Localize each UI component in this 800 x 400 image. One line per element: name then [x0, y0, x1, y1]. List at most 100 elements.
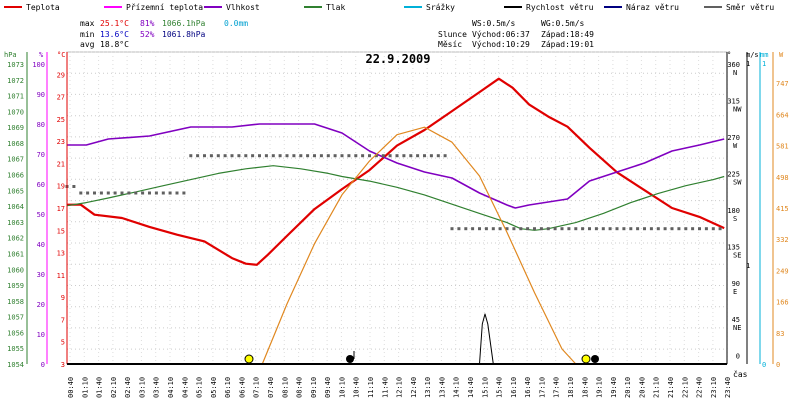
wind-dir-point — [519, 227, 523, 231]
hpa-tick-label: 1054 — [7, 361, 24, 369]
legend-label-0: Teplota — [26, 3, 60, 12]
wind-dir-point — [526, 227, 530, 231]
x-tick-label: 03:10 — [138, 377, 146, 398]
dir-tick-label: 315 — [727, 97, 740, 105]
axes-layer: 1073107210711070106910681067106610651064… — [7, 52, 789, 398]
temp-tick-label: 23 — [57, 138, 65, 146]
wind-dir-point — [237, 154, 241, 158]
x-tick-label: 07:10 — [253, 377, 261, 398]
wind-dir-point — [560, 227, 564, 231]
wind-dir-point — [416, 154, 420, 158]
series-line-5 — [261, 126, 577, 365]
wind-dir-point — [340, 154, 344, 158]
wind-dir-point — [622, 227, 626, 231]
x-tick-label: 20:10 — [624, 377, 632, 398]
wind-dir-point — [643, 227, 646, 231]
series-line-1 — [67, 123, 725, 209]
x-tick-label: 06:40 — [238, 377, 246, 398]
wind-dir-point — [141, 191, 145, 195]
wind-dir-point — [189, 154, 193, 158]
legend-label-1: Přízemní teplota — [126, 3, 203, 12]
wind-dir-point — [546, 227, 550, 231]
wind-dir-point — [258, 154, 261, 158]
wind-dir-point — [684, 227, 688, 231]
wind-dir-point — [79, 191, 83, 195]
legend: Teplota Přízemní teplota Vlhkost Tlak Srážky… — [4, 3, 774, 12]
wind-dir-point — [711, 227, 715, 231]
pct-tick-label: 40 — [37, 241, 45, 249]
wind-dir-point — [409, 154, 413, 158]
w-tick-label: 415 — [776, 205, 789, 213]
wind-dir-point — [106, 191, 110, 195]
pct-tick-label: 100 — [32, 61, 45, 69]
temp-axis-unit: °C — [57, 51, 65, 59]
x-tick-label: 20:40 — [638, 377, 646, 398]
wind-dir-point — [161, 191, 165, 195]
w-tick-label: 166 — [776, 299, 789, 307]
x-tick-label: 09:40 — [324, 377, 332, 398]
w-tick-label: 664 — [776, 111, 789, 119]
dir-compass-label: W — [733, 142, 738, 150]
wind-dir-point — [93, 191, 96, 195]
x-tick-label: 16:10 — [510, 377, 518, 398]
wind-dir-point — [285, 154, 289, 158]
wind-dir-point — [299, 154, 303, 158]
wind-dir-point — [175, 191, 179, 195]
x-tick-label: 11:40 — [381, 377, 389, 398]
pct-tick-label: 20 — [37, 301, 45, 309]
temp-tick-label: 27 — [57, 94, 65, 102]
wind-dir-point — [251, 154, 255, 158]
wind-dir-point — [203, 154, 206, 158]
x-axis-label: čas — [733, 369, 748, 379]
x-tick-label: 02:40 — [124, 377, 132, 398]
wind-dir-point — [608, 227, 612, 231]
wind-dir-point — [313, 154, 316, 158]
hpa-tick-label: 1060 — [7, 266, 24, 274]
sun-rise: Východ:06:37 — [472, 30, 530, 39]
wind-dir-point — [505, 227, 509, 231]
wind-dir-point — [134, 191, 138, 195]
hpa-tick-label: 1056 — [7, 329, 24, 337]
wind-dir-point — [209, 154, 213, 158]
x-tick-label: 07:40 — [267, 377, 275, 398]
wind-dir-point — [588, 227, 591, 231]
x-tick-label: 17:10 — [538, 377, 546, 398]
x-tick-label: 19:40 — [610, 377, 618, 398]
sun-set: Západ:18:49 — [541, 30, 594, 39]
wind-dir-point — [244, 154, 248, 158]
w-tick-label: 747 — [776, 80, 789, 88]
dir-axis-unit: ° — [727, 51, 731, 59]
w-tick-label: 498 — [776, 174, 789, 182]
stats-avg-label: avg — [80, 40, 95, 49]
wind-dir-point — [361, 154, 365, 158]
x-tick-label: 22:10 — [681, 377, 689, 398]
x-tick-label: 15:10 — [481, 377, 489, 398]
wind-speed-text: WS:0.5m/s — [472, 19, 516, 28]
wind-dir-point — [615, 227, 619, 231]
x-tick-label: 10:40 — [353, 377, 361, 398]
w-tick-label: 83 — [776, 330, 784, 338]
w-tick-label: 332 — [776, 236, 789, 244]
mm-axis-unit: mm — [760, 51, 768, 59]
x-tick-label: 22:40 — [696, 377, 704, 398]
temp-tick-label: 25 — [57, 116, 65, 124]
moon-label: Měsíc — [438, 40, 462, 49]
x-tick-label: 09:10 — [310, 377, 318, 398]
moonrise-marker — [346, 351, 355, 363]
sunrise-marker — [244, 354, 254, 364]
wind-dir-point — [436, 154, 440, 158]
wind-dir-point — [381, 154, 385, 158]
dir-tick-label: 270 — [727, 134, 740, 142]
x-tick-label: 01:40 — [96, 377, 104, 398]
temp-tick-label: 5 — [61, 339, 65, 347]
wind-dir-point — [347, 154, 351, 158]
moon-rise: Východ:10:29 — [472, 40, 530, 49]
wind-dir-point — [649, 227, 653, 231]
dir-tick-label: 0 — [736, 353, 740, 361]
x-tick-label: 12:40 — [410, 377, 418, 398]
hpa-tick-label: 1072 — [7, 77, 24, 85]
wind-dir-point — [601, 227, 605, 231]
x-tick-label: 13:40 — [438, 377, 446, 398]
hpa-tick-label: 1058 — [7, 298, 24, 306]
wind-dir-point — [443, 154, 447, 158]
